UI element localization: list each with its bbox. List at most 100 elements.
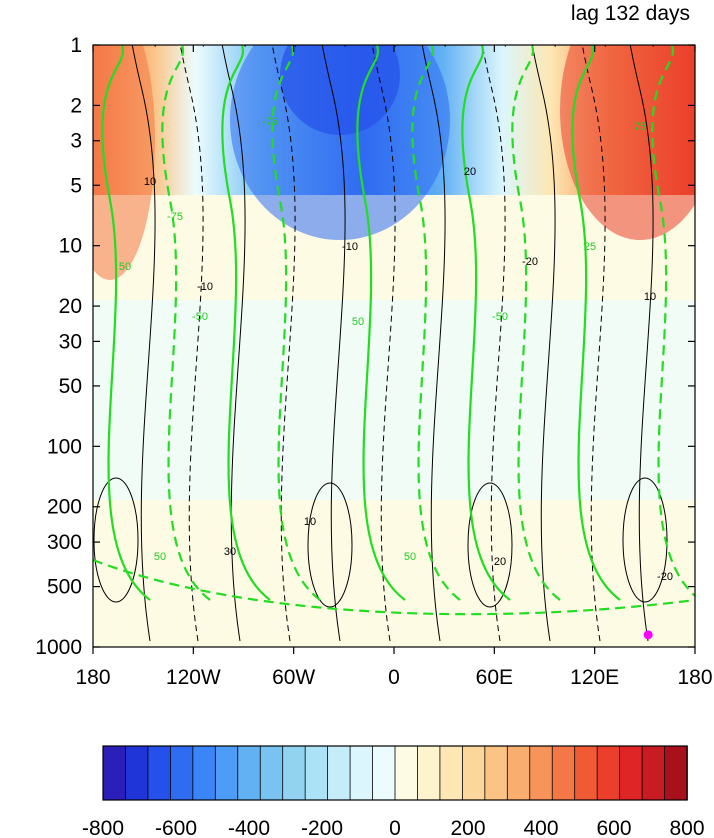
colorbar-box (147, 745, 172, 801)
y-tick-label: 300 (47, 531, 82, 554)
y-tick-label: 50 (59, 375, 82, 398)
black-contour-line (531, 45, 556, 642)
black-contour-line (581, 45, 606, 642)
y-tick-label: 500 (47, 576, 82, 599)
y-tick-label: 5 (70, 174, 82, 197)
black-contour-line (221, 45, 246, 642)
y-tick-label: 1 (70, 34, 82, 57)
colorbar-tick-label: -200 (301, 817, 343, 838)
colorbar-box (304, 745, 329, 801)
colorbar-box (282, 745, 306, 801)
colorbar-box (529, 745, 554, 801)
black-contour-loop (467, 482, 513, 608)
y-axis: 1 2 3 5 10 20 30 50 100 200 300 500 1000 (35, 34, 695, 659)
colorbar-box (125, 745, 149, 801)
y-tick-label: 100 (47, 435, 82, 458)
black-contour-line (629, 45, 654, 642)
green-contour-label: 50 (404, 551, 416, 563)
y-tick-label: 30 (59, 330, 82, 353)
black-contour-label: -20 (657, 571, 673, 583)
y-tick-label: 20 (59, 295, 82, 318)
x-axis: 180 120W 60W 0 60E 120E 180 (75, 45, 713, 689)
green-contour-label: -50 (492, 311, 508, 323)
colorbar-tick-label: 200 (450, 817, 485, 838)
x-tick-label: 180 (75, 666, 110, 689)
green-contour-line (101, 45, 151, 601)
black-contour-loop (622, 477, 668, 603)
colorbar-box (349, 745, 374, 801)
y-tick-label: 1000 (35, 636, 82, 659)
mid-level-fill (93, 300, 695, 500)
colorbar-frame (102, 745, 688, 801)
black-contour-label: 10 (304, 516, 316, 528)
y-tick-label: 3 (70, 130, 82, 153)
green-contour-line (356, 45, 406, 601)
x-tick-label: 60E (476, 666, 513, 689)
colorbar-box (327, 745, 351, 801)
green-contour-line (221, 45, 271, 601)
green-contour-label: 50 (352, 316, 364, 328)
contour-labels: 10 -10 30 10 -10 20 -20 10 20 -20 50 -75 -75 50 50 -50 2… (119, 116, 673, 583)
colorbar-box (394, 745, 419, 801)
green-contour-line (411, 45, 461, 601)
black-contour-label: 30 (224, 546, 236, 558)
colorbar-box (641, 745, 666, 801)
colorbar-box (259, 745, 284, 801)
green-contour-line (161, 45, 211, 601)
black-contour-label: -10 (197, 281, 213, 293)
black-contour-line (371, 45, 396, 642)
black-contour-loop (93, 477, 139, 603)
x-tick-label: 0 (388, 666, 400, 689)
black-contour-label: 10 (644, 291, 656, 303)
green-contour-line (651, 45, 695, 597)
positive-anomaly-west (93, 45, 155, 280)
y-tick-label: 10 (59, 235, 82, 258)
colorbar-box (439, 745, 464, 801)
black-contour-line (481, 45, 506, 642)
black-contours (93, 45, 668, 642)
colorbar-box (237, 745, 262, 801)
x-tick-label: 180 (677, 666, 712, 689)
green-contour-label: 25 (584, 241, 596, 253)
green-contour-line (461, 45, 511, 601)
x-tick-label: 120W (166, 666, 221, 689)
black-contour-label: 20 (464, 166, 476, 178)
green-contours (93, 45, 695, 616)
colorbar-box (417, 745, 441, 801)
green-contour-lower (93, 558, 695, 616)
x-tick-label: 60W (272, 666, 315, 689)
colorbar-tick-label: -600 (155, 817, 197, 838)
colorbar-box (192, 745, 217, 801)
colorbar-box (506, 745, 531, 801)
colorbar-box (372, 745, 396, 801)
green-contour-line (271, 45, 321, 601)
positive-anomaly-east (560, 45, 695, 240)
black-contour-loop (307, 482, 353, 608)
black-contour-label: 10 (144, 176, 156, 188)
colorbar-tick-label: -800 (82, 817, 124, 838)
colorbar-tick-label: -400 (228, 817, 270, 838)
colorbar-tick-label: 0 (389, 817, 401, 838)
colorbar-box (461, 745, 486, 801)
colorbar-box (551, 745, 576, 801)
colorbar-box (484, 745, 509, 801)
green-contour-line (511, 45, 561, 601)
negative-anomaly-center (280, 45, 400, 135)
black-contour-line (271, 45, 296, 642)
green-contour-label: -75 (167, 211, 183, 223)
colorbar-box (596, 745, 621, 801)
location-marker (643, 630, 653, 640)
colorbar-tick-label: 600 (596, 817, 631, 838)
green-contour-label: -75 (262, 116, 278, 128)
y-tick-label: 200 (47, 496, 82, 519)
colorbar-box (574, 745, 598, 801)
colorbar-box (169, 745, 194, 801)
black-contour-line (131, 45, 156, 642)
x-tick-label: 120E (570, 666, 619, 689)
black-contour-label: -10 (342, 241, 358, 253)
colorbar-box (619, 745, 643, 801)
colorbar-tick-label: 800 (669, 817, 704, 838)
colorbar-box (214, 745, 239, 801)
black-contour-line (421, 45, 446, 642)
green-contour-label: 50 (154, 551, 166, 563)
